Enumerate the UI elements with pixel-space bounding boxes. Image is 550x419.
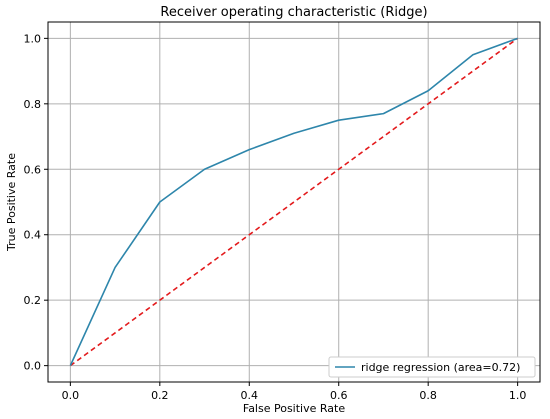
series-line-reference-diagonal <box>69 37 519 367</box>
x-tick-label: 0.8 <box>419 389 437 402</box>
legend: ridge regression (area=0.72) <box>328 356 536 378</box>
x-tick-label: 0.0 <box>62 389 80 402</box>
grid <box>48 22 540 382</box>
x-axis-ticks: 0.0 0.2 0.4 0.6 0.8 1.0 <box>62 382 527 402</box>
chart-title: Receiver operating characteristic (Ridge… <box>160 5 427 20</box>
legend-entry: ridge regression (area=0.72) <box>361 361 520 374</box>
x-tick-label: 1.0 <box>509 389 527 402</box>
series-line-ridge-regression <box>69 37 518 366</box>
x-tick-label: 0.6 <box>330 389 348 402</box>
y-axis-ticks: 0.0 0.2 0.4 0.6 0.8 1.0 <box>24 32 48 373</box>
x-axis-label: False Positive Rate <box>243 402 345 415</box>
y-tick-label: 0.6 <box>24 163 42 176</box>
y-tick-label: 0.4 <box>24 229 42 242</box>
x-tick-label: 0.4 <box>241 389 259 402</box>
y-axis-label: True Positive Rate <box>5 153 18 252</box>
y-tick-label: 1.0 <box>24 32 42 45</box>
y-tick-label: 0.2 <box>24 294 42 307</box>
x-tick-label: 0.2 <box>151 389 169 402</box>
plot-frame <box>47 21 541 383</box>
y-tick-label: 0.8 <box>24 98 42 111</box>
y-tick-label: 0.0 <box>24 360 42 373</box>
legend-box <box>328 356 536 378</box>
series-group <box>69 37 519 367</box>
